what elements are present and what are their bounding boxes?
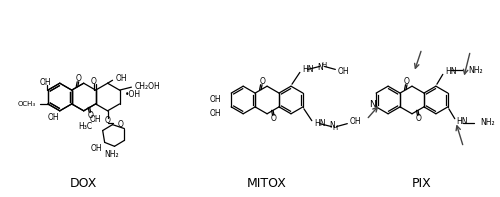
Text: NH₂: NH₂ [480,118,495,127]
Text: O: O [118,120,124,129]
Text: H₃C: H₃C [78,122,93,131]
Text: HN: HN [302,65,314,74]
Text: NH₂: NH₂ [468,66,483,75]
Text: OH: OH [90,115,102,124]
Text: OCH₃: OCH₃ [18,101,36,107]
Text: O: O [404,77,410,86]
Text: OH: OH [350,117,361,126]
Text: OH: OH [338,67,349,76]
Text: OH: OH [91,144,102,153]
Text: N: N [369,100,376,109]
Text: HN: HN [445,67,456,76]
Text: CH₂OH: CH₂OH [134,82,160,91]
Text: DOX: DOX [70,177,98,190]
Text: OH: OH [210,109,222,118]
Text: OH: OH [40,78,52,87]
Text: H: H [321,62,326,69]
Text: H: H [333,125,338,131]
Text: •OH: •OH [124,90,140,98]
Text: OH: OH [210,96,222,104]
Text: HN: HN [314,119,326,128]
Text: MITOX: MITOX [247,177,287,190]
Text: O: O [271,114,277,123]
Text: N: N [318,63,324,72]
Text: OH: OH [116,74,127,83]
Text: N: N [330,121,336,130]
Text: O: O [259,77,265,86]
Text: O: O [76,74,82,83]
Text: O: O [90,77,96,86]
Text: PIX: PIX [412,177,432,190]
Text: NH₂: NH₂ [104,150,119,159]
Text: O: O [416,114,422,123]
Text: HN: HN [456,117,468,126]
Text: OH: OH [48,113,60,122]
Text: O: O [104,116,110,125]
Text: O: O [88,111,94,120]
